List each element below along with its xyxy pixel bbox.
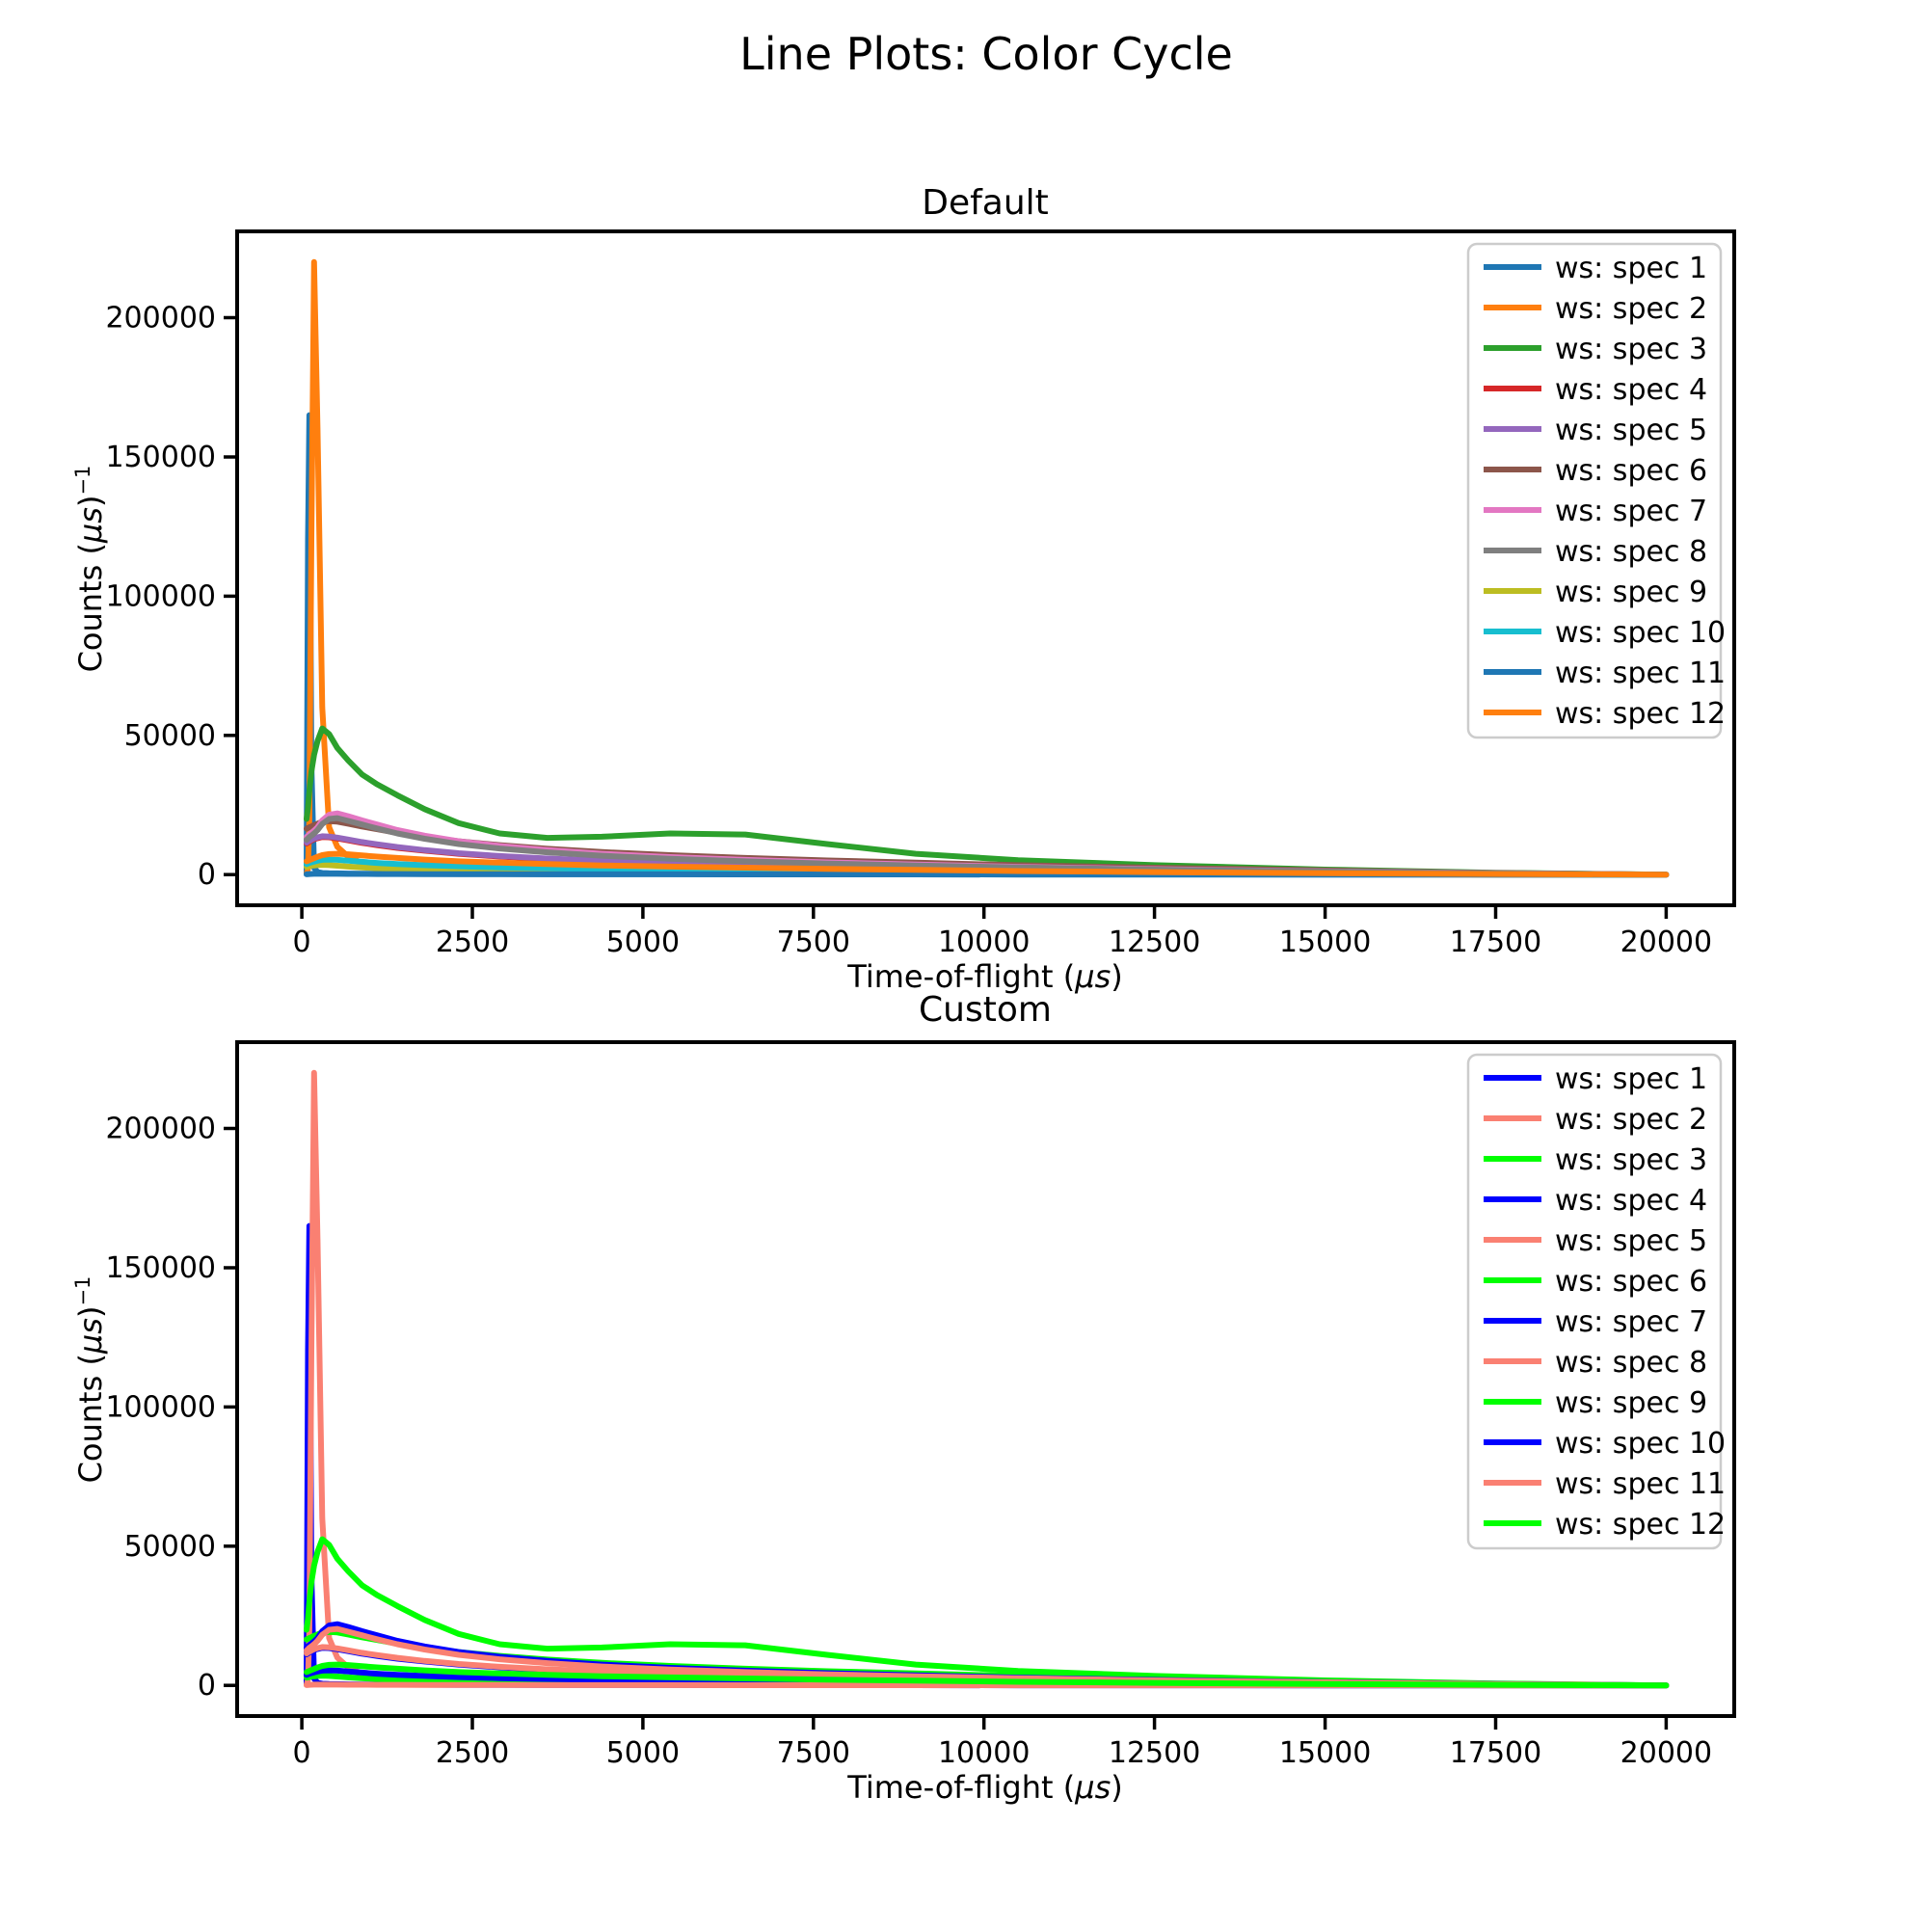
y-axis-label-text: Counts ( [72,543,109,672]
x-tick-label: 5000 [606,926,680,959]
x-tick-label: 2500 [436,926,509,959]
x-tick-label: 12500 [1109,926,1200,959]
figure-title: Line Plots: Color Cycle [739,28,1233,80]
legend-label: ws: spec 9 [1555,1386,1707,1420]
subplot-title-custom: Custom [919,990,1052,1030]
axes-frame [235,1040,1736,1718]
legend: ws: spec 1 ws: spec 2 ws: spec 3 ws: spec 4… [1466,1053,1726,1550]
legend-label: ws: spec 4 [1555,373,1707,407]
x-tick-label: 7500 [777,1736,850,1770]
line-series-ws-spec-1 [304,1222,1670,1689]
legend-label: ws: spec 12 [1555,1508,1726,1542]
legend-label: ws: spec 10 [1555,616,1726,650]
x-axis-label-custom: Time-of-flight (μs) [846,1769,1122,1806]
x-tick-label: 20000 [1620,926,1712,959]
line-series-ws-spec-12 [304,1661,1670,1689]
legend-label: ws: spec 2 [1555,1103,1707,1137]
y-axis-label-close: ) [72,1306,109,1318]
x-axis-label-default: Time-of-flight (μs) [846,958,1122,995]
subplot-default: Default Time-of-flight (μs) Counts (μs)−… [71,183,1736,995]
y-axis-label-default: Counts (μs)−1 [71,466,109,673]
y-axis-label-text: Counts ( [72,1354,109,1483]
y-tick-label: 100000 [105,579,216,613]
line-series-ws-spec-11 [304,1681,1670,1689]
legend-label: ws: spec 4 [1555,1184,1707,1218]
line-series-ws-spec-1 [304,412,1670,878]
axes-frame [235,229,1736,907]
y-tick-label: 0 [198,1669,216,1703]
legend-label: ws: spec 11 [1555,1467,1726,1501]
x-axis-label-text: Time-of-flight ( [846,958,1075,995]
y-axis-label-superscript: −1 [71,1276,94,1306]
legend-label: ws: spec 6 [1555,454,1707,488]
legend-label: ws: spec 9 [1555,576,1707,609]
y-tick-label: 200000 [105,1113,216,1146]
axes-area-custom: 0 2500 5000 7500 10000 12500 15000 17500 2000005… [105,1040,1736,1770]
y-axis-label-mu: μs [72,1318,109,1355]
legend-label: ws: spec 7 [1555,1305,1707,1339]
legend-label: ws: spec 1 [1555,252,1707,285]
legend-label: ws: spec 5 [1555,1224,1707,1258]
legend: ws: spec 1 ws: spec 2 ws: spec 3 ws: spec 4… [1466,242,1726,739]
y-axis-label-superscript: −1 [71,466,94,496]
legend-label: ws: spec 10 [1555,1427,1726,1461]
legend-label: ws: spec 3 [1555,1143,1707,1177]
x-tick-label: 0 [293,926,311,959]
x-tick-label: 20000 [1620,1736,1712,1770]
line-series-ws-spec-11 [304,871,1670,878]
x-axis-label-text: Time-of-flight ( [846,1769,1075,1806]
y-tick-label: 0 [198,858,216,892]
legend-label: ws: spec 5 [1555,414,1707,447]
y-tick-label: 50000 [124,1530,216,1564]
y-tick-label: 150000 [105,441,216,474]
x-axis-label-mu: μs [1074,1769,1111,1806]
line-series-ws-spec-8 [304,815,1670,878]
line-series-ws-spec-3 [304,725,1670,878]
legend-label: ws: spec 12 [1555,697,1726,731]
x-axis-label-close: ) [1111,958,1122,995]
legend-label: ws: spec 1 [1555,1062,1707,1096]
x-tick-label: 15000 [1279,926,1371,959]
legend-box [1466,1053,1723,1550]
y-axis-label-mu: μs [72,507,109,544]
legend-box [1466,242,1723,739]
line-series-ws-spec-2 [304,1069,1670,1689]
x-tick-label: 17500 [1450,1736,1541,1770]
line-series-ws-spec-3 [304,1536,1670,1689]
x-axis-label-mu: μs [1074,958,1111,995]
x-tick-label: 12500 [1109,1736,1200,1770]
legend-label: ws: spec 2 [1555,292,1707,326]
y-tick-label: 150000 [105,1251,216,1285]
x-tick-label: 15000 [1279,1736,1371,1770]
legend-label: ws: spec 11 [1555,657,1726,690]
y-tick-label: 50000 [124,719,216,753]
subplot-title-default: Default [922,183,1049,223]
y-tick-label: 100000 [105,1390,216,1424]
line-series-ws-spec-12 [304,850,1670,878]
legend-label: ws: spec 7 [1555,495,1707,528]
x-axis-label-close: ) [1111,1769,1122,1806]
x-tick-label: 10000 [938,926,1030,959]
subplot-custom: Custom Time-of-flight (μs) Counts (μs)−1… [71,990,1736,1806]
x-tick-label: 7500 [777,926,850,959]
x-tick-label: 5000 [606,1736,680,1770]
line-series-ws-spec-2 [304,258,1670,878]
x-tick-label: 10000 [938,1736,1030,1770]
x-tick-label: 17500 [1450,926,1541,959]
y-axis-label-custom: Counts (μs)−1 [71,1276,109,1484]
legend-label: ws: spec 6 [1555,1265,1707,1299]
y-axis-label-close: ) [72,496,109,507]
legend-label: ws: spec 8 [1555,1346,1707,1380]
x-tick-label: 0 [293,1736,311,1770]
line-series-ws-spec-8 [304,1625,1670,1689]
legend-label: ws: spec 3 [1555,333,1707,366]
y-tick-label: 200000 [105,302,216,335]
legend-label: ws: spec 8 [1555,535,1707,569]
x-tick-label: 2500 [436,1736,509,1770]
axes-area-default: 0 2500 5000 7500 10000 12500 15000 17500 2000005… [105,229,1736,959]
